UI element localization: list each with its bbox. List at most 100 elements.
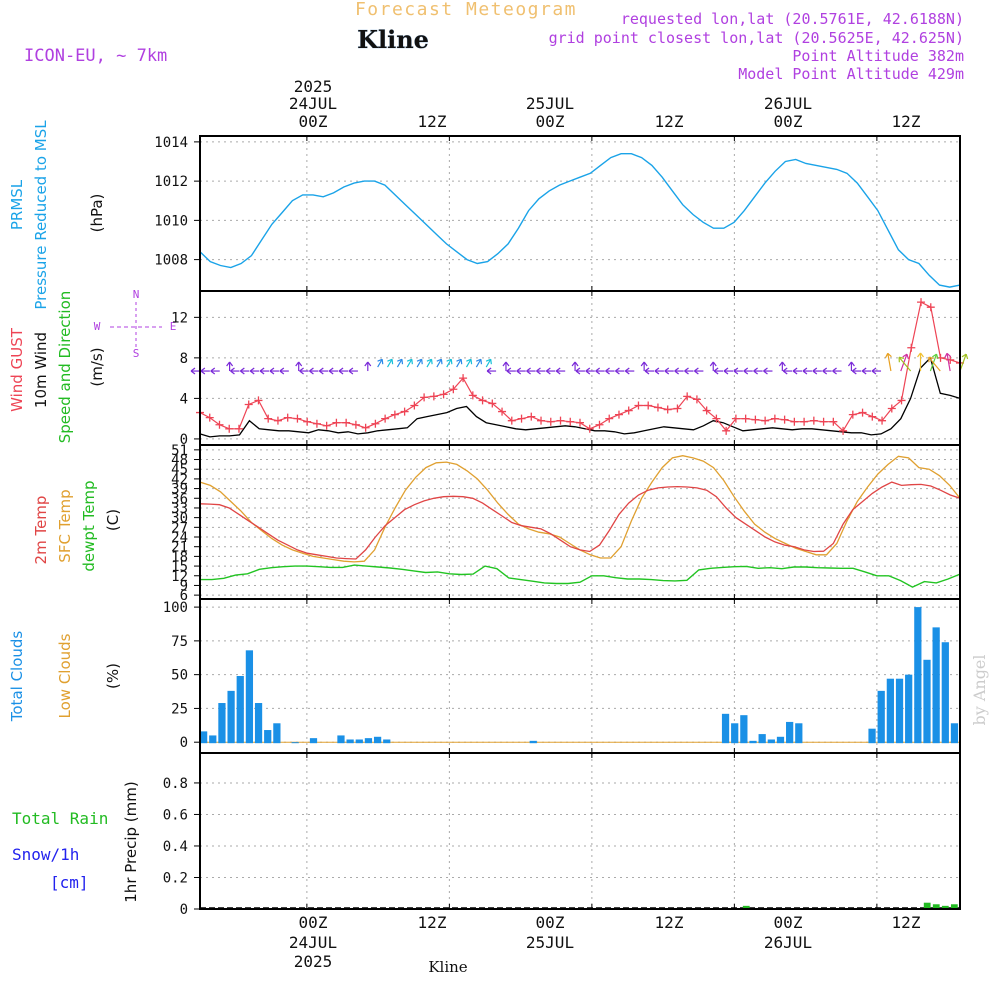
wind-panel: 0 4 8 12 [171, 291, 969, 448]
wind-arrow-59 [778, 361, 786, 372]
sfc-temp-label: SFC Temp [56, 489, 74, 562]
wind-arrow-77 [959, 353, 969, 372]
gust-marker-50 [683, 392, 692, 401]
wind-arrow-69 [871, 367, 882, 375]
top-tick-00z-1: 00Z [299, 112, 328, 131]
wind-gust-series-line [199, 301, 961, 432]
wind-arrow-45 [640, 361, 648, 372]
bottom-tick-12z-2: 12Z [655, 913, 684, 932]
top-date-24jul: 24JUL [289, 94, 337, 113]
cloud-bar-24 [776, 736, 785, 744]
gust-marker-74 [917, 298, 926, 307]
wind-arrow-19 [387, 358, 394, 368]
gust-marker-17 [361, 423, 370, 432]
temp-ytick-label-8: 30 [171, 511, 188, 527]
bottom-year: 2025 [294, 952, 333, 971]
gust-marker-44 [624, 406, 633, 415]
gust-marker-63 [809, 416, 818, 425]
bottom-tick-00z-1: 00Z [299, 913, 328, 932]
wind-arrow-35 [536, 367, 546, 375]
cloud-bar-30 [895, 678, 904, 744]
wind-arrow-56 [743, 367, 753, 375]
wind-arrow-14 [328, 367, 339, 375]
gust-marker-20 [390, 410, 399, 419]
t2m-series-line [199, 481, 961, 560]
wind-arrow-22 [416, 358, 423, 368]
dewpt-label: dewpt Temp [80, 480, 98, 571]
gust-marker-15 [342, 418, 351, 427]
gust-marker-19 [381, 414, 390, 423]
top-tick-12z-1: 12Z [418, 112, 447, 131]
precip-unit-label: 1hr Precip (mm) [122, 781, 140, 902]
pressure-ytick-label-0: 1008 [154, 253, 188, 269]
wind-arrow-66 [847, 361, 855, 372]
gust-marker-32 [507, 416, 516, 425]
cloud-bar-32 [914, 607, 922, 744]
gust-marker-49 [673, 404, 682, 413]
gust-marker-67 [848, 410, 857, 419]
gust-marker-29 [478, 396, 487, 405]
cloud-bar-28 [877, 690, 885, 744]
pressure-ytick-label-1: 1010 [154, 213, 188, 229]
cloud-bar-15 [373, 736, 382, 744]
bottom-tick-00z-2: 00Z [536, 913, 565, 932]
wind-arrow-76 [944, 352, 952, 372]
wind-arrow-30 [486, 367, 497, 375]
chart-title: Forecast Meteogram [355, 0, 577, 20]
wind-arrow-75 [928, 356, 941, 372]
wind-arrow-28 [475, 358, 483, 368]
wind-arrow-37 [555, 367, 566, 375]
wind-arrow-6 [249, 367, 260, 375]
wind-arrow-70 [884, 352, 892, 372]
station-name: Kline [357, 25, 429, 54]
gust-marker-40 [585, 424, 594, 433]
sfc-temp-series-line [199, 455, 961, 563]
bottom-time-axis: 00Z 12Z 00Z 12Z 00Z 12Z 24JUL 25JUL 26JU… [289, 913, 921, 976]
compass-w: W [94, 320, 101, 333]
wind-arrow-67 [851, 367, 862, 375]
requested-coords: requested lon,lat (20.5761E, 42.6188N) [621, 10, 964, 28]
precip-bar-0 [742, 905, 750, 909]
gust-marker-25 [439, 390, 448, 399]
top-date-25jul: 25JUL [526, 94, 574, 113]
temp-ytick-label-11: 39 [171, 482, 188, 498]
gust-marker-36 [546, 417, 555, 426]
temp-ytick-label-14: 48 [171, 453, 188, 469]
wind-arrow-13 [318, 367, 329, 375]
pressure-panel: 1008 1010 1012 1014 [154, 135, 961, 291]
cloud-bar-20 [740, 715, 748, 744]
temp-ytick-label-6: 24 [171, 530, 188, 546]
cloud-bar-8 [273, 723, 281, 744]
gust-marker-45 [634, 401, 643, 410]
gridpoint-coords: grid point closest lon,lat (20.5625E, 42… [549, 29, 964, 47]
gust-marker-75 [926, 303, 935, 312]
snow-label: Snow/1h [12, 845, 79, 864]
gust-marker-47 [653, 403, 662, 412]
wind-arrow-42 [605, 367, 615, 375]
cloud-bar-7 [264, 730, 272, 744]
pressure-labels: PRMSL Pressure Reduced to MSL (hPa) [8, 120, 106, 310]
cloud-bar-6 [254, 703, 263, 744]
gust-marker-48 [663, 405, 672, 414]
clouds-ytick-label-1: 25 [171, 701, 188, 717]
wind-arrow-63 [812, 367, 822, 375]
wind-arrow-50 [684, 367, 694, 375]
gust-marker-66 [839, 426, 848, 435]
wind-arrow-7 [259, 367, 270, 375]
compass-s: S [133, 347, 140, 360]
gust-marker-51 [692, 395, 701, 404]
precip-ytick-label-4: 0.8 [163, 776, 188, 792]
wind-arrow-39 [575, 367, 585, 375]
compass-n: N [133, 288, 140, 301]
gust-marker-24 [429, 392, 438, 401]
cloud-bar-22 [758, 734, 766, 744]
top-time-axis: 2025 24JUL 25JUL 26JUL 00Z 12Z 00Z 12Z 0… [289, 77, 921, 131]
cloud-bar-25 [786, 721, 794, 744]
cloud-bar-19 [731, 723, 739, 744]
cloud-bar-16 [383, 739, 391, 744]
wind-arrow-47 [654, 367, 664, 375]
cloud-bar-4 [236, 676, 244, 744]
gust-marker-59 [770, 414, 779, 423]
wind-arrow-52 [709, 361, 717, 372]
top-tick-00z-2: 00Z [536, 112, 565, 131]
